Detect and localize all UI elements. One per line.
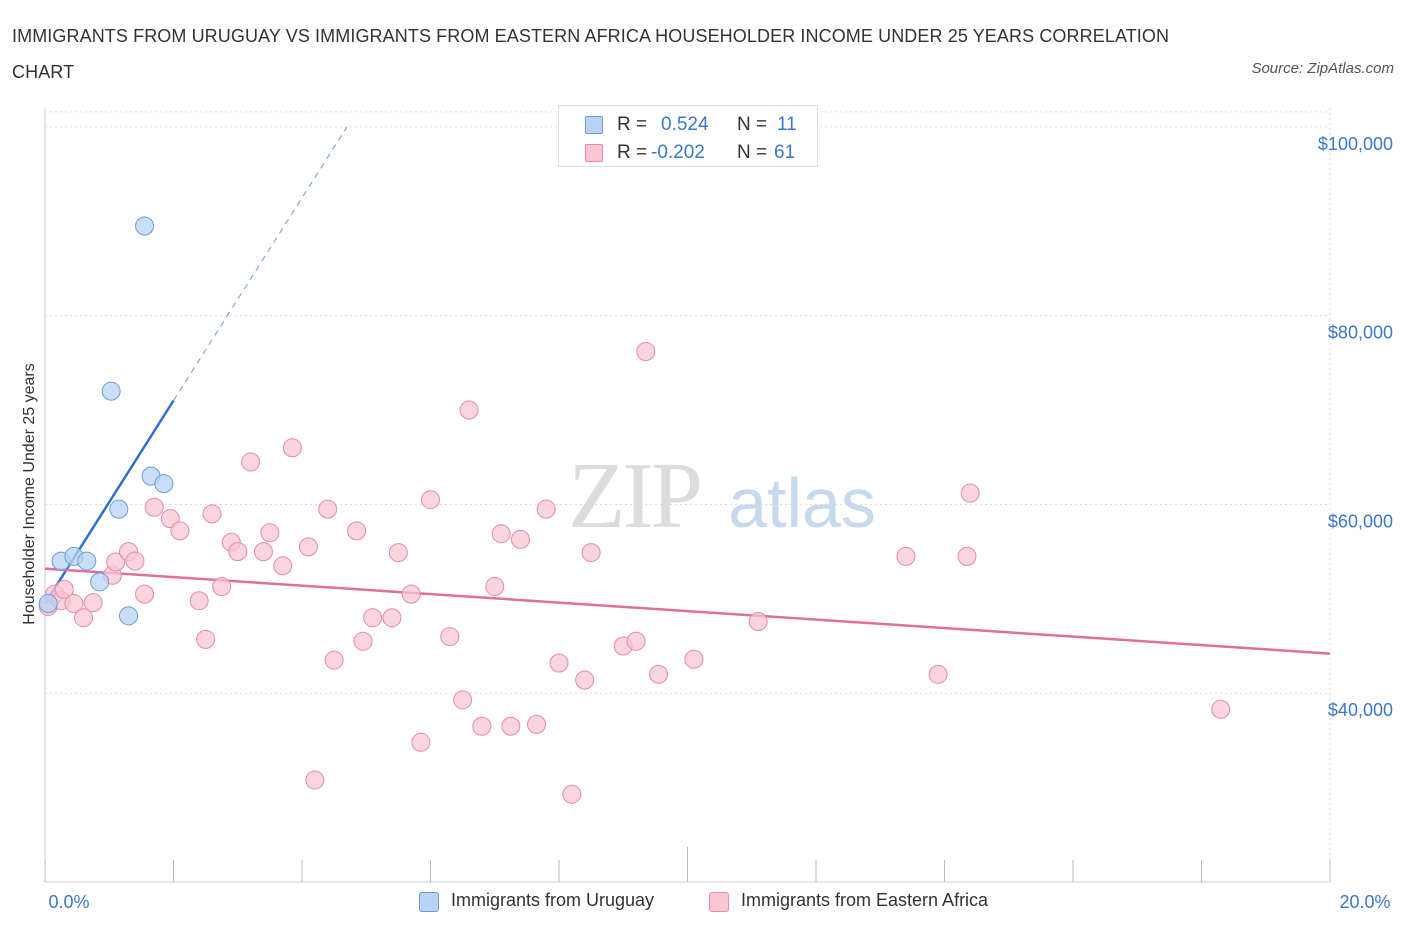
- point-eastern-africa: [960, 483, 980, 503]
- point-eastern-africa: [135, 584, 155, 604]
- point-uruguay: [109, 499, 129, 519]
- point-eastern-africa: [459, 400, 479, 420]
- point-eastern-africa: [421, 490, 440, 510]
- point-eastern-africa: [575, 670, 595, 690]
- point-eastern-africa: [273, 556, 293, 576]
- point-eastern-africa: [401, 584, 421, 604]
- x-tick-labels: 0.0% 20.0%: [48, 892, 1390, 912]
- point-eastern-africa: [241, 452, 261, 472]
- point-uruguay: [135, 216, 155, 236]
- legend-r-value-uruguay: 0.524: [661, 114, 709, 135]
- correlation-legend: R = 0.524 N = 11 R = -0.202 N = 61: [558, 105, 818, 167]
- point-eastern-africa: [125, 551, 145, 571]
- point-eastern-africa: [527, 714, 547, 734]
- legend-swatch-eastern-africa: [585, 144, 603, 162]
- x-tick-label: 0.0%: [48, 892, 89, 912]
- point-eastern-africa: [363, 608, 383, 628]
- point-eastern-africa: [649, 664, 669, 684]
- point-eastern-africa: [83, 593, 103, 613]
- y-tick-label: $80,000: [1328, 323, 1393, 343]
- data-points: [38, 216, 1231, 804]
- point-eastern-africa: [562, 784, 582, 804]
- point-eastern-africa: [74, 608, 94, 628]
- bottom-legend-swatch-uruguay: [419, 892, 439, 912]
- legend-r-label: R =: [617, 114, 648, 135]
- point-eastern-africa: [347, 521, 367, 541]
- point-eastern-africa: [318, 499, 338, 519]
- trend-line-eastern-africa: [44, 567, 1331, 655]
- chart-title: IMMIGRANTS FROM URUGUAY VS IMMIGRANTS FR…: [12, 26, 1170, 82]
- point-uruguay: [77, 551, 97, 571]
- point-eastern-africa: [485, 577, 505, 597]
- legend-swatch-uruguay: [585, 116, 603, 134]
- legend-r-label: R =: [617, 142, 648, 163]
- bottom-legend-swatch-eastern-africa: [709, 892, 729, 912]
- y-tick-label: $40,000: [1328, 700, 1393, 720]
- point-eastern-africa: [626, 631, 646, 651]
- point-eastern-africa: [54, 579, 74, 599]
- point-eastern-africa: [212, 577, 232, 597]
- point-uruguay: [90, 572, 110, 592]
- point-eastern-africa: [228, 542, 248, 562]
- point-eastern-africa: [106, 552, 126, 572]
- point-eastern-africa: [581, 543, 601, 563]
- point-eastern-africa: [382, 608, 402, 628]
- point-eastern-africa: [491, 524, 511, 544]
- source-credit: Source: ZipAtlas.com: [1251, 60, 1394, 77]
- point-eastern-africa: [64, 594, 84, 614]
- point-eastern-africa: [324, 650, 344, 670]
- point-eastern-africa: [388, 543, 408, 563]
- point-eastern-africa: [260, 523, 280, 543]
- point-eastern-africa: [748, 611, 768, 631]
- legend-n-value-eastern-africa: 61: [774, 142, 796, 163]
- point-uruguay: [119, 606, 139, 626]
- point-eastern-africa: [472, 716, 492, 736]
- point-eastern-africa: [1211, 699, 1231, 719]
- trend-line-uruguay-extension: [172, 126, 348, 401]
- point-eastern-africa: [305, 770, 325, 790]
- bottom-legend-label-eastern-africa: Immigrants from Eastern Africa: [741, 890, 989, 910]
- point-uruguay: [154, 474, 174, 494]
- point-eastern-africa: [282, 438, 302, 458]
- y-axis-label: Householder Income Under 25 years: [21, 363, 38, 624]
- watermark: ZIP atlas: [568, 444, 876, 548]
- point-eastern-africa: [636, 342, 656, 362]
- point-eastern-africa: [549, 653, 569, 673]
- bottom-legend-label-uruguay: Immigrants from Uruguay: [451, 890, 655, 910]
- point-uruguay: [101, 381, 121, 401]
- legend-n-value-uruguay: 11: [777, 114, 797, 135]
- point-eastern-africa: [253, 542, 273, 562]
- y-tick-labels: $40,000 $60,000 $80,000 $100,000: [1318, 134, 1393, 720]
- point-eastern-africa: [298, 537, 318, 557]
- axes: [44, 108, 1331, 883]
- grid: [45, 108, 1331, 882]
- y-tick-label: $100,000: [1318, 134, 1393, 154]
- point-uruguay: [38, 594, 58, 614]
- watermark-zip: ZIP: [568, 444, 700, 548]
- point-eastern-africa: [501, 716, 521, 736]
- point-eastern-africa: [353, 631, 373, 651]
- point-eastern-africa: [957, 546, 977, 566]
- point-eastern-africa: [440, 627, 460, 647]
- point-eastern-africa: [896, 546, 916, 566]
- legend-n-label: N =: [737, 114, 768, 135]
- point-eastern-africa: [189, 591, 209, 611]
- trend-lines: [43, 126, 1331, 655]
- point-eastern-africa: [170, 521, 190, 541]
- point-eastern-africa: [536, 499, 556, 519]
- point-eastern-africa: [411, 732, 431, 752]
- point-eastern-africa: [196, 629, 216, 649]
- watermark-atlas: atlas: [728, 464, 876, 542]
- point-eastern-africa: [453, 690, 473, 710]
- x-tick-label: 20.0%: [1339, 892, 1390, 912]
- point-eastern-africa: [510, 529, 530, 549]
- point-eastern-africa: [144, 497, 164, 517]
- point-eastern-africa: [202, 504, 222, 524]
- legend-n-label: N =: [737, 142, 768, 163]
- point-eastern-africa: [928, 664, 948, 684]
- legend-r-value-eastern-africa: -0.202: [651, 142, 705, 163]
- point-eastern-africa: [684, 649, 704, 669]
- y-tick-label: $60,000: [1328, 511, 1393, 531]
